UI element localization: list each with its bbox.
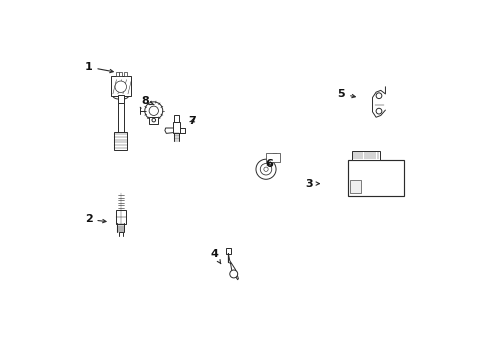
Bar: [351, 151, 379, 160]
Text: 7: 7: [188, 116, 196, 126]
Text: 1: 1: [84, 62, 113, 73]
Circle shape: [269, 155, 273, 158]
Bar: [123, 72, 126, 76]
Bar: [172, 122, 180, 133]
Bar: [174, 116, 179, 122]
Bar: [149, 117, 158, 124]
Text: 5: 5: [337, 89, 355, 99]
Bar: [116, 72, 119, 76]
Text: 2: 2: [84, 215, 106, 224]
Bar: [348, 160, 403, 196]
Bar: [119, 72, 122, 76]
Text: 3: 3: [305, 179, 319, 189]
Bar: [118, 95, 123, 104]
Circle shape: [264, 167, 267, 171]
Circle shape: [152, 118, 155, 122]
Text: 6: 6: [265, 159, 273, 169]
Bar: [226, 248, 230, 253]
Circle shape: [375, 108, 381, 114]
Bar: [116, 211, 125, 224]
Bar: [265, 153, 280, 162]
Text: 8: 8: [141, 96, 154, 106]
Bar: [110, 76, 131, 96]
Circle shape: [229, 270, 237, 278]
Bar: [117, 103, 124, 134]
Bar: [349, 180, 360, 193]
Circle shape: [274, 154, 277, 157]
Circle shape: [260, 163, 271, 175]
Circle shape: [271, 154, 275, 157]
Circle shape: [266, 157, 270, 161]
Circle shape: [375, 93, 381, 99]
Text: 4: 4: [210, 248, 221, 264]
Circle shape: [149, 106, 158, 116]
Circle shape: [115, 81, 126, 93]
Circle shape: [144, 102, 163, 120]
Bar: [114, 132, 127, 149]
Circle shape: [276, 156, 279, 159]
Circle shape: [255, 159, 276, 179]
